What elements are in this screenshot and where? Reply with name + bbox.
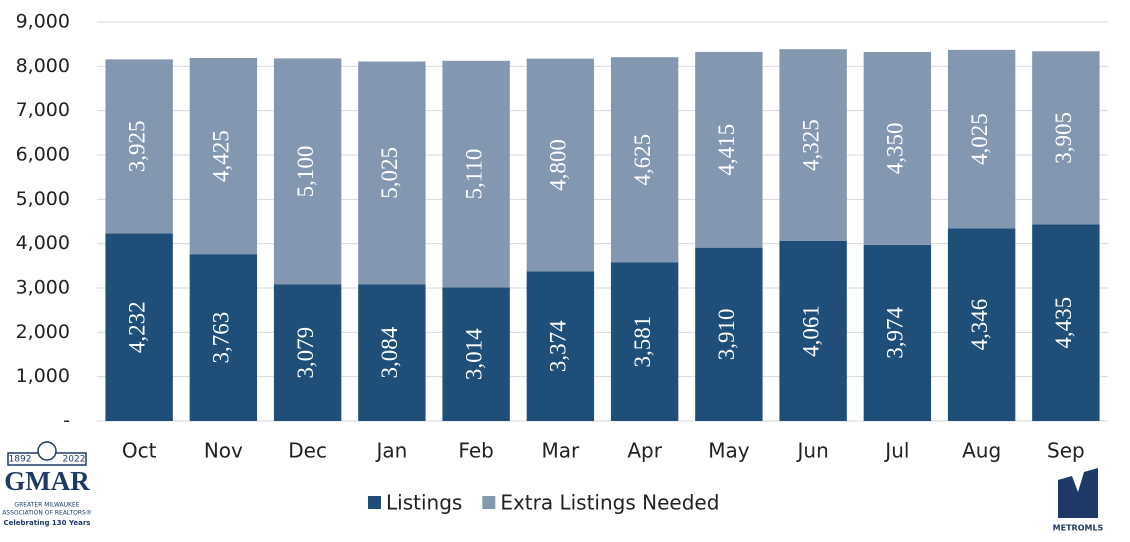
x-tick-label: Feb	[458, 439, 493, 463]
bar-segment	[273, 284, 342, 421]
y-tick-label: 1,000	[16, 365, 70, 387]
bar-segment	[695, 247, 763, 421]
logo-text: GMAR	[4, 466, 90, 496]
bar-segment	[189, 254, 258, 421]
value-label: 5,100	[293, 146, 318, 198]
bar-segment	[1032, 51, 1100, 225]
bar-segment	[442, 60, 510, 288]
legend-label: Extra Listings Needed	[500, 491, 719, 515]
value-label: 4,025	[967, 113, 992, 165]
value-label: 4,350	[883, 123, 908, 175]
bar-segment	[610, 262, 679, 421]
bar-segment	[442, 287, 510, 421]
x-tick-label: May	[708, 439, 750, 463]
value-label: 4,625	[630, 134, 655, 186]
bar-segment	[947, 228, 1016, 421]
bar-segment	[526, 271, 595, 421]
logo-shape	[1058, 468, 1098, 518]
value-label: 3,014	[461, 328, 486, 380]
logo-text: 2022	[63, 455, 86, 465]
x-tick-label: Jan	[374, 439, 407, 463]
y-tick-label: 9,000	[16, 11, 70, 33]
bar-segment	[189, 57, 258, 255]
legend-swatch	[368, 496, 381, 509]
logo-text: Celebrating 130 Years	[4, 519, 91, 527]
metromls-logo: METROMLS	[1053, 468, 1104, 533]
value-label: 5,110	[461, 149, 486, 200]
value-label: 4,325	[798, 119, 823, 171]
y-tick-label: 2,000	[16, 321, 70, 343]
logo-text: ASSOCIATION OF REALTORS®	[2, 510, 92, 517]
bar-segment	[779, 49, 847, 241]
value-label: 3,974	[883, 307, 908, 359]
x-tick-label: Apr	[627, 439, 662, 463]
x-tick-label: Nov	[204, 439, 243, 463]
bar-segment	[863, 51, 932, 245]
gmar-logo: 1892 2022 GMAR GREATER MILWAUKEE ASSOCIA…	[2, 441, 92, 527]
bar-segment	[526, 58, 595, 272]
value-label: 4,346	[967, 299, 992, 351]
value-label: 5,025	[377, 147, 402, 199]
logo-text: GREATER MILWAUKEE	[14, 502, 79, 509]
legend-swatch	[482, 496, 496, 509]
x-tick-label: Sep	[1047, 439, 1085, 463]
value-label: 4,800	[546, 139, 571, 191]
logo-seal	[37, 441, 57, 461]
logo-text: 1892	[9, 455, 32, 465]
bar-segment	[358, 284, 426, 421]
logo-text: METROMLS	[1053, 524, 1104, 533]
y-tick-label: 7,000	[16, 99, 70, 121]
bar-segment	[358, 61, 426, 285]
legend-label: Listings	[386, 491, 462, 515]
value-label: 3,581	[630, 316, 655, 368]
y-tick-label: 6,000	[16, 144, 70, 166]
value-label: 4,061	[798, 305, 823, 357]
bar-segment	[1032, 224, 1100, 421]
x-tick-label: Aug	[962, 439, 1001, 463]
y-tick-label: 4,000	[16, 232, 70, 254]
bar-segment	[105, 233, 173, 421]
y-tick-label: 3,000	[16, 277, 70, 299]
value-label: 4,415	[714, 124, 739, 176]
x-tick-label: Jul	[883, 439, 909, 463]
value-label: 4,232	[124, 301, 149, 353]
x-tick-label: Oct	[122, 439, 157, 463]
value-label: 3,084	[377, 326, 402, 378]
x-tick-label: Dec	[288, 439, 327, 463]
y-tick-label: -	[63, 410, 70, 432]
value-label: 3,910	[714, 308, 739, 360]
bar-segment	[947, 49, 1016, 229]
x-tick-label: Mar	[542, 439, 581, 463]
bar-segment	[779, 240, 847, 421]
value-label: 3,905	[1051, 112, 1076, 164]
value-label: 3,763	[209, 312, 234, 364]
value-label: 3,925	[124, 121, 149, 173]
x-tick-label: Jun	[796, 439, 829, 463]
bar-segment	[863, 244, 932, 421]
value-label: 4,425	[209, 130, 234, 182]
y-tick-label: 8,000	[16, 55, 70, 77]
y-tick-label: 5,000	[16, 188, 70, 210]
bar-segment	[610, 57, 679, 263]
bar-segment	[273, 58, 342, 285]
value-label: 3,374	[546, 320, 571, 372]
value-label: 4,435	[1051, 297, 1076, 349]
bar-segment	[105, 59, 173, 234]
value-label: 3,079	[293, 327, 318, 379]
bar-segment	[695, 51, 763, 248]
